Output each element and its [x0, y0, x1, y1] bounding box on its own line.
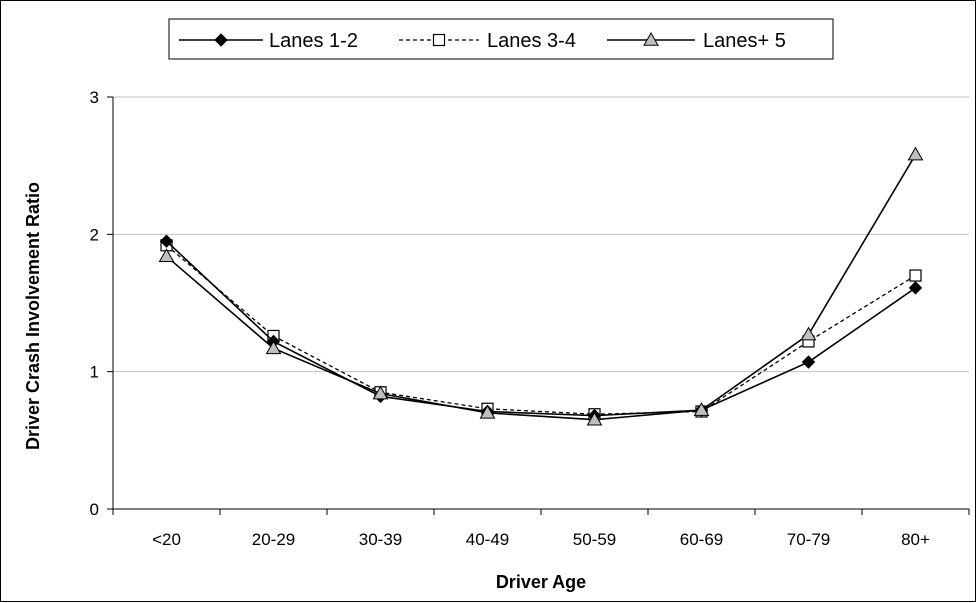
data-point	[479, 404, 496, 419]
data-point	[693, 402, 710, 416]
data-point	[800, 326, 817, 341]
x-tick-label: <20	[152, 530, 181, 549]
x-tick-labels: <20 20-29 30-39 40-49 50-59 60-69 70-79 80+	[152, 530, 930, 549]
x-tick-label: 60-69	[680, 530, 723, 549]
x-tick-label: 80+	[901, 530, 930, 549]
x-tick-label: 70-79	[787, 530, 830, 549]
x-axis-title: Driver Age	[496, 572, 586, 592]
y-axis-title: Driver Crash Involvement Ratio	[23, 182, 43, 450]
legend-marker	[432, 33, 446, 47]
x-tick-label: 50-59	[573, 530, 616, 549]
x-tick-label: 40-49	[466, 530, 509, 549]
x-tick-label: 30-39	[359, 530, 402, 549]
legend-label: Lanes 3-4	[487, 30, 576, 52]
gridlines	[113, 96, 969, 373]
legend-label: Lanes+ 5	[703, 30, 786, 52]
y-tick-label: 2	[90, 225, 99, 244]
data-point	[158, 248, 175, 263]
y-tick-label: 0	[90, 500, 99, 519]
y-tick-labels: 0 1 2 3	[90, 88, 99, 519]
y-tick-label: 3	[90, 88, 99, 107]
data-point	[909, 269, 922, 282]
series-line	[165, 154, 917, 421]
data-point	[159, 234, 174, 248]
data-point	[908, 281, 923, 295]
legend-label: Lanes 1-2	[269, 30, 358, 52]
data-point	[586, 411, 603, 426]
legend-marker	[643, 31, 659, 46]
axes	[107, 96, 970, 515]
legend-box	[168, 18, 834, 60]
series-lanes-5	[158, 146, 924, 426]
series-layer	[158, 146, 924, 426]
series-lanes-1-2	[159, 234, 923, 423]
data-point	[265, 340, 282, 355]
series-line	[165, 240, 916, 417]
x-tick-label: 20-29	[252, 530, 295, 549]
data-point	[372, 385, 389, 400]
data-point	[907, 146, 924, 161]
legend-marker	[214, 33, 228, 47]
legend: Lanes 1-2 Lanes 3-4 Lanes+ 5	[168, 18, 834, 60]
y-tick-label: 1	[90, 363, 99, 382]
data-point	[801, 355, 816, 369]
series-line	[166, 244, 916, 415]
